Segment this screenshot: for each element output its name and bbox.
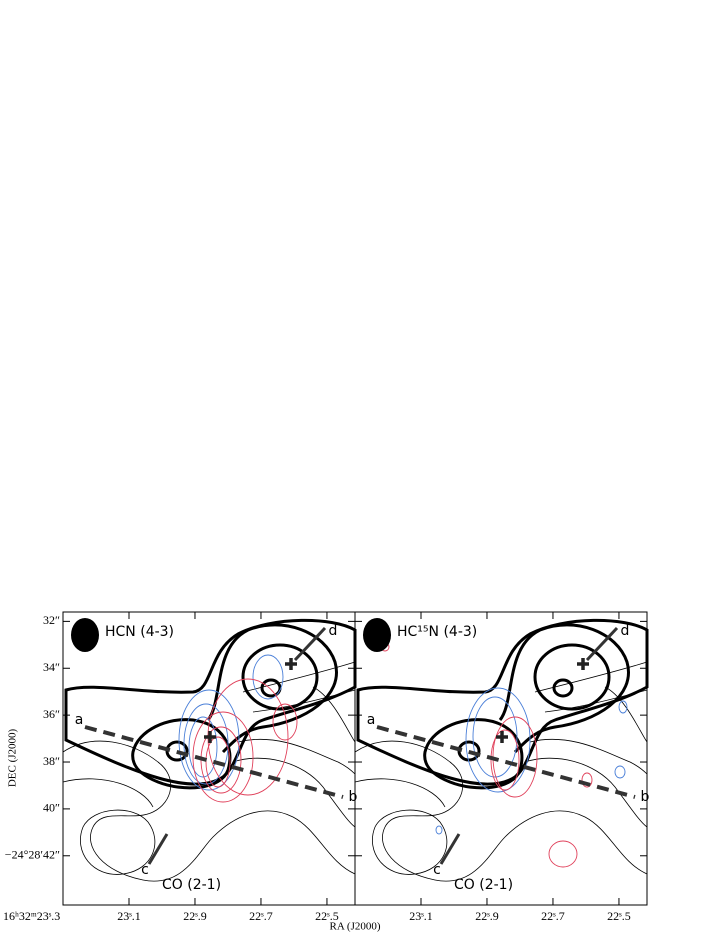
panel-title: HC¹⁵N (4-3) [397,624,477,640]
x-axis-label: RA (J2000) [329,921,380,933]
cut-d [585,626,619,662]
source-cross [577,658,589,670]
x-tick-label: 23ˢ.1 [117,909,141,923]
cut-c [147,833,169,865]
annotation: CO (2-1) [162,877,221,893]
x-tick-label: 16ʰ32ᵐ23ˢ.3 [3,909,60,923]
annotation: CO (2-1) [454,877,513,893]
source-cross [496,731,508,743]
velocity-contours [380,642,628,868]
annotation: d [621,623,630,639]
annotation: a [75,712,84,728]
source-cross [204,731,216,743]
y-tick-label: 40″ [43,801,60,815]
beam [363,618,391,652]
panel-frame [354,611,648,906]
y-tick-label: −24°28′42″ [5,848,60,862]
source-cross [285,658,297,670]
y-tick-label: 34″ [43,660,60,674]
y-tick-label: 38″ [43,754,60,768]
contours [353,618,649,883]
annotation: d [329,623,338,639]
cut-ab [84,725,344,799]
x-tick-label: 22ˢ.5 [315,909,339,923]
panel-title: HCN (4-3) [105,624,174,640]
x-tick-label: 22ˢ.9 [183,909,207,923]
cut-ab [376,725,636,799]
annotation: b [349,789,358,805]
x-tick-label: 22ˢ.9 [475,909,499,923]
y-tick-label: 32″ [43,613,60,627]
y-tick-label: 36″ [43,707,60,721]
annotation: c [141,862,149,878]
y-axis-label: DEC (J2000) [7,728,19,787]
annotation: a [367,712,376,728]
beam [71,618,99,652]
x-tick-label: 22ˢ.7 [541,909,565,923]
velocity-contours [178,654,298,803]
x-tick-label: 22ˢ.7 [249,909,273,923]
annotation: c [433,862,441,878]
x-tick-label: 22ˢ.5 [607,909,631,923]
x-tick-label: 23ˢ.1 [409,909,433,923]
cut-c [439,833,461,865]
annotation: b [641,789,650,805]
cut-d [293,626,327,662]
